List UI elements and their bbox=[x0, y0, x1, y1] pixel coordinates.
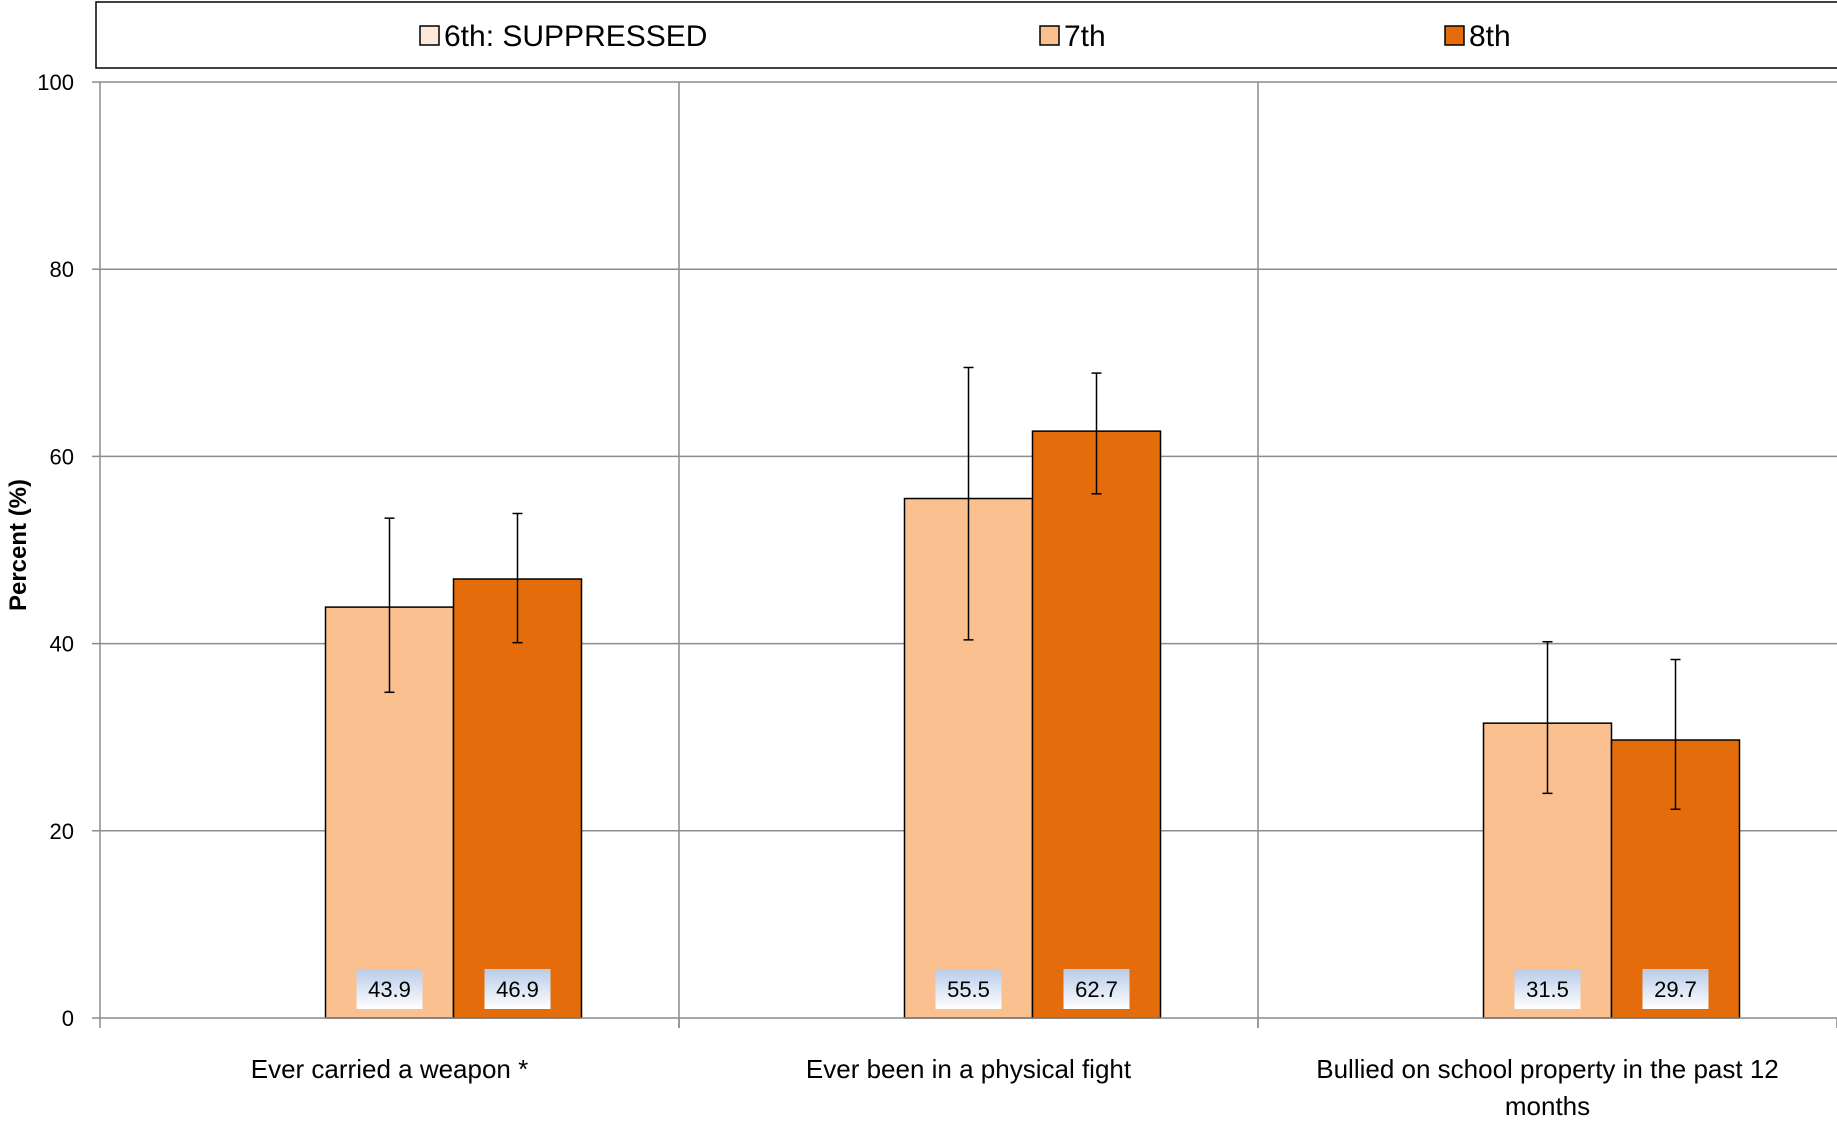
y-tick-label-40: 40 bbox=[50, 632, 74, 657]
data-label-bg-1-1 bbox=[356, 969, 423, 1009]
category-label-2: Ever been in a physical fight bbox=[806, 1054, 1132, 1084]
y-tick-labels: 0 20 40 60 80 100 bbox=[37, 70, 74, 1031]
y-tick-label-80: 80 bbox=[50, 257, 74, 282]
legend-box bbox=[95, 1, 1837, 69]
category-label-3-line-1: Bullied on school property in the past 1… bbox=[1316, 1054, 1779, 1084]
bar-8th-2 bbox=[1031, 430, 1162, 1019]
data-label-1-1: 43.9 bbox=[368, 977, 411, 1002]
data-label-1-2: 55.5 bbox=[947, 977, 990, 1002]
data-label-2-2: 62.7 bbox=[1075, 977, 1118, 1002]
legend-swatch-3 bbox=[1444, 25, 1465, 46]
data-label-1-3: 31.5 bbox=[1526, 977, 1569, 1002]
data-label-bg-1-3 bbox=[1514, 969, 1581, 1009]
y-tick-label-20: 20 bbox=[50, 819, 74, 844]
category-labels: Ever carried a weapon * Ever been in a ph… bbox=[251, 1054, 1779, 1121]
legend-label-1: 6th: SUPPRESSED bbox=[444, 20, 707, 53]
data-label-bg-1-2 bbox=[935, 969, 1002, 1009]
data-label-2-1: 46.9 bbox=[496, 977, 539, 1002]
legend-label-2: 7th bbox=[1064, 20, 1106, 53]
legend-swatch-2 bbox=[1039, 25, 1060, 46]
axes bbox=[99, 82, 1837, 1028]
bars bbox=[324, 430, 1741, 1019]
legend-swatch-1 bbox=[419, 25, 440, 46]
data-labels: 43.9 46.9 55.5 62.7 31.5 29.7 bbox=[356, 969, 1709, 1009]
error-bars bbox=[384, 366, 1681, 811]
legend-label-3: 8th bbox=[1469, 20, 1511, 53]
y-tick-label-60: 60 bbox=[50, 444, 74, 469]
bar-8th-1 bbox=[452, 578, 583, 1019]
y-tick-label-0: 0 bbox=[62, 1006, 74, 1031]
category-label-3-line-2: months bbox=[1505, 1091, 1590, 1121]
legend: 6th: SUPPRESSED 7th 8th bbox=[95, 1, 1837, 69]
data-label-bg-2-1 bbox=[484, 969, 551, 1009]
y-axis-label: Percent (%) bbox=[5, 479, 32, 611]
y-tick-label-100: 100 bbox=[37, 70, 74, 95]
data-label-bg-2-2 bbox=[1063, 969, 1130, 1009]
data-label-bg-2-3 bbox=[1642, 969, 1709, 1009]
category-label-1: Ever carried a weapon * bbox=[251, 1054, 528, 1084]
data-label-2-3: 29.7 bbox=[1654, 977, 1697, 1002]
